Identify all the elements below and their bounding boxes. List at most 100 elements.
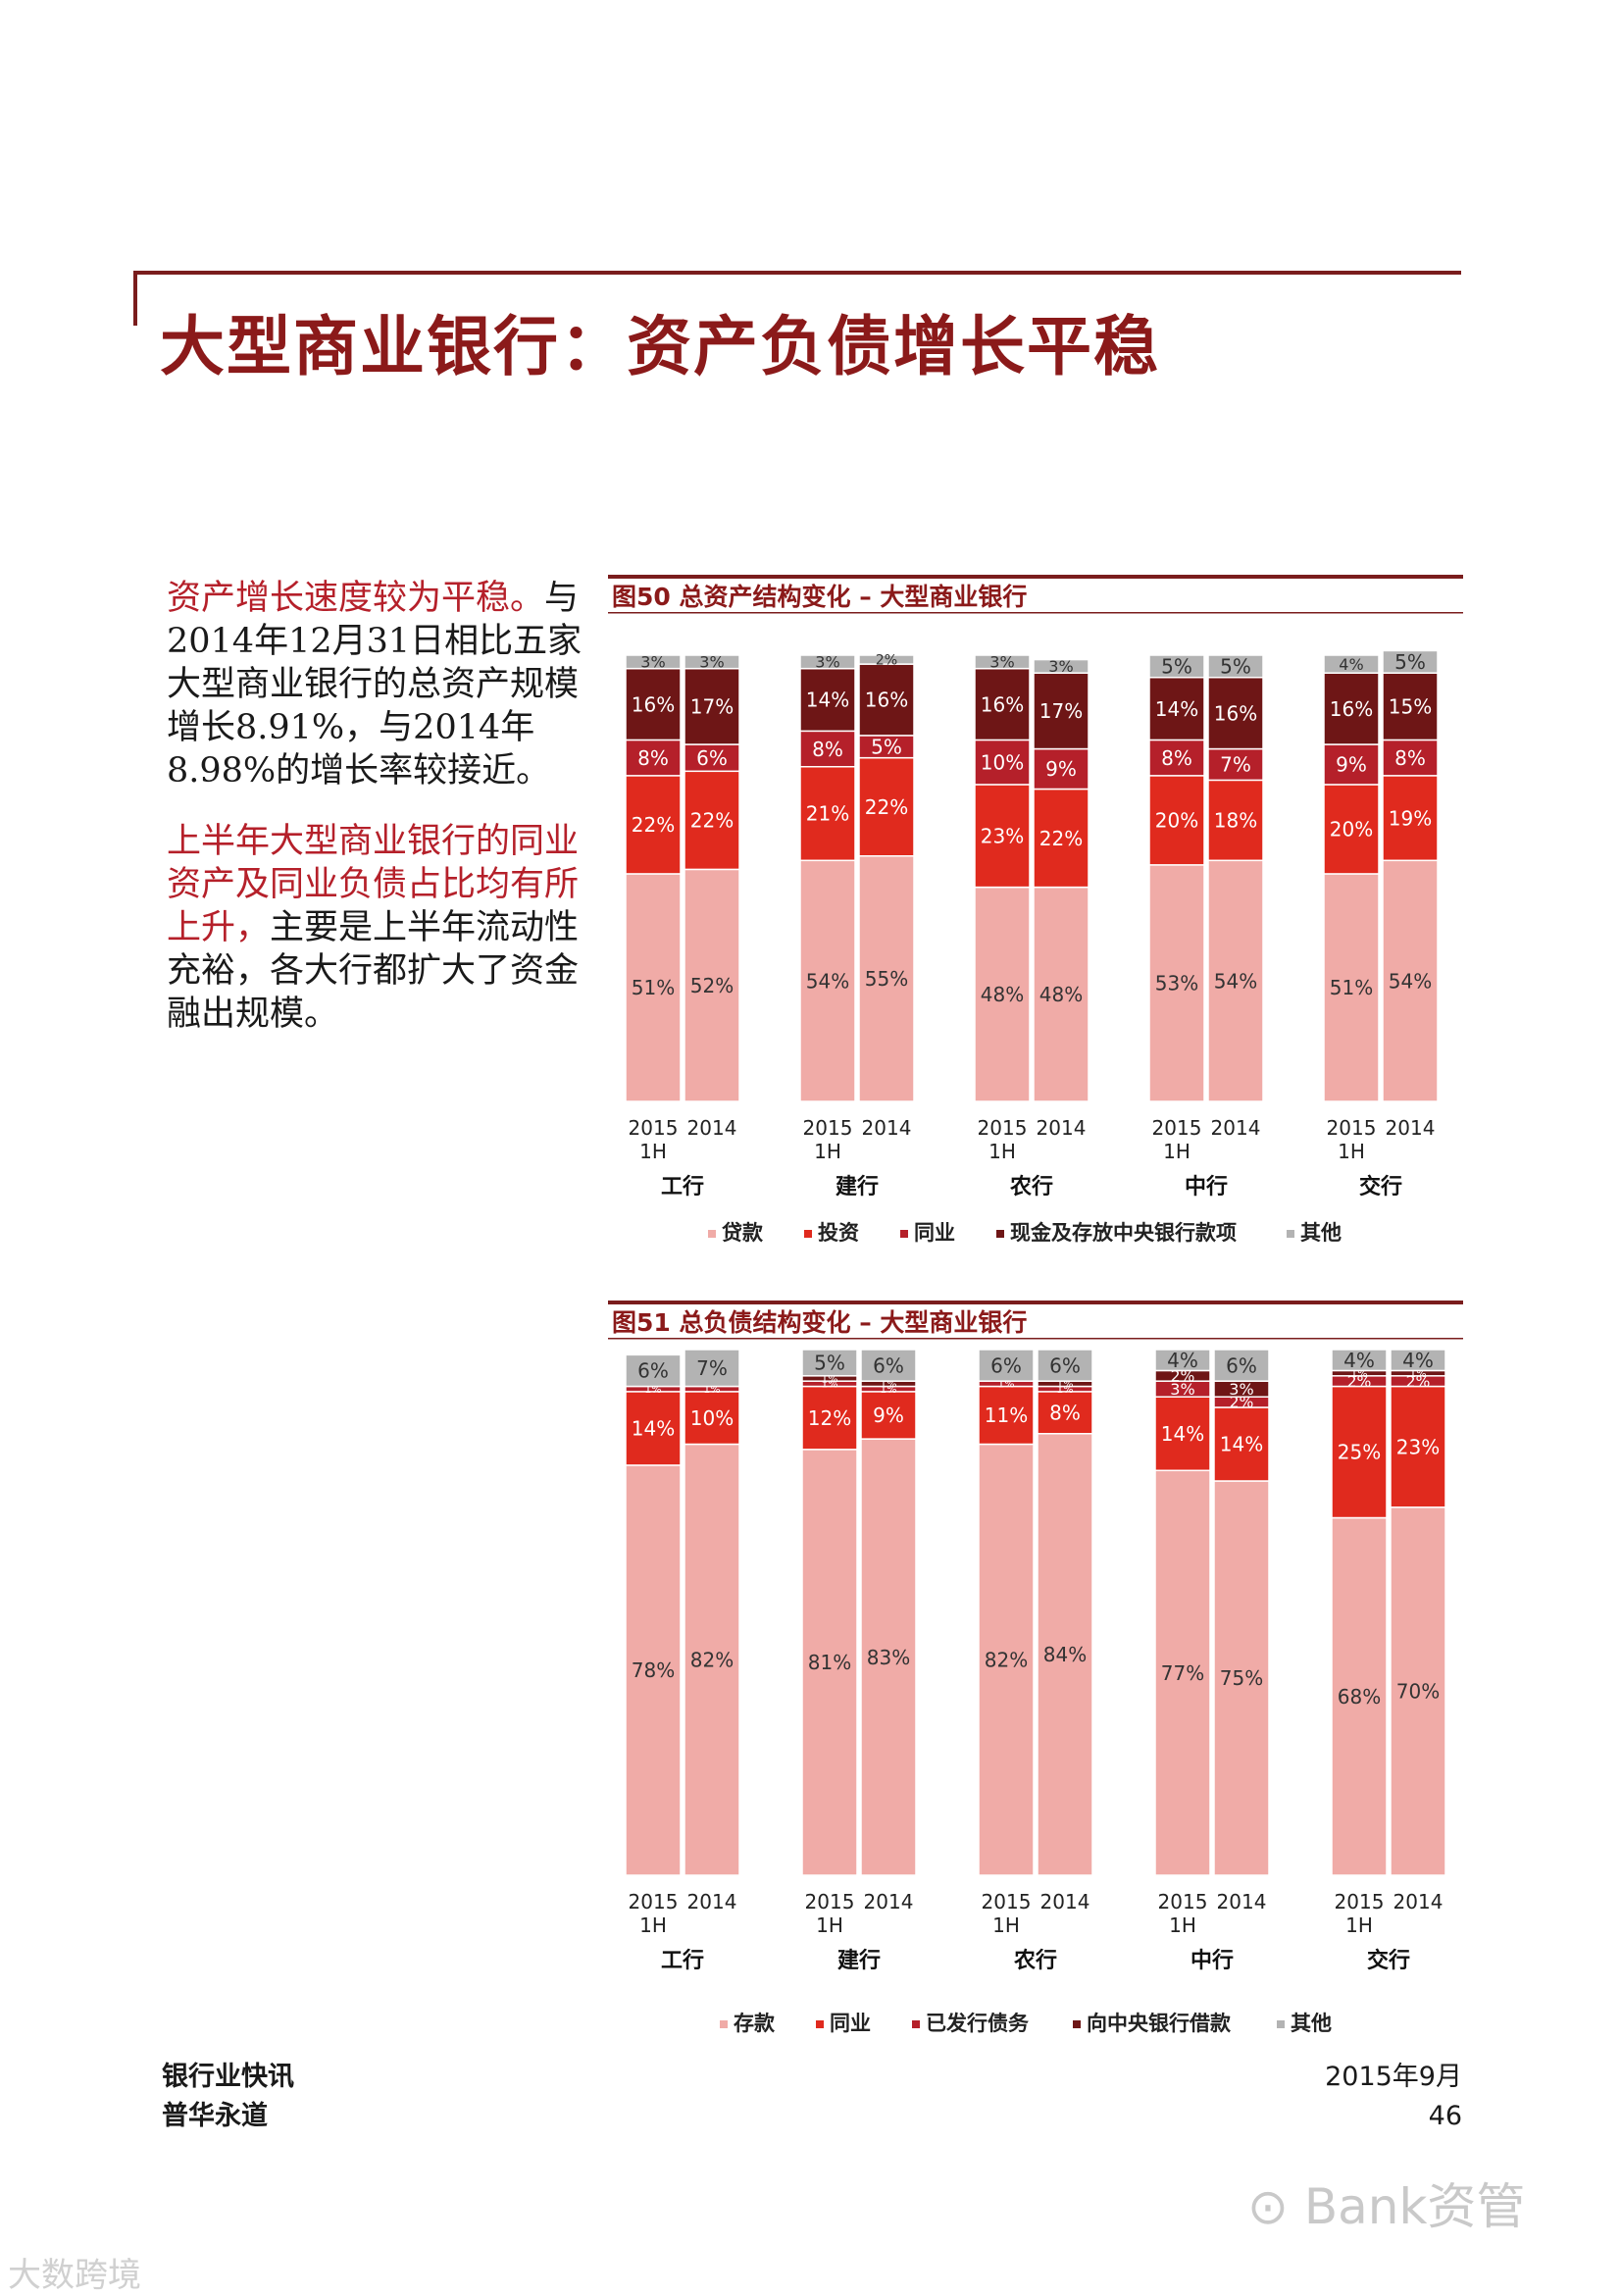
- x-tick-label: 2014: [687, 1890, 737, 1913]
- legend-label-同业: 同业: [914, 1221, 955, 1245]
- legend-label-存款: 存款: [734, 2012, 776, 2035]
- side-paragraph-2-body: 主要是上半年流动性充裕，各大行都扩大了资金融出规模。: [167, 908, 580, 1034]
- data-label: 6%: [990, 1353, 1022, 1377]
- legend-label-贷款: 贷款: [722, 1221, 764, 1245]
- bar-segment-同业-农行-2015-1h: [978, 1385, 1035, 1446]
- data-label: 54%: [806, 969, 849, 993]
- bar-segment-存款-中行-2015-1h: [1154, 1469, 1211, 1876]
- bank-group-label: 农行: [1013, 1948, 1057, 1973]
- x-tick-label: 1H: [988, 1140, 1016, 1163]
- data-label: 75%: [1220, 1666, 1263, 1690]
- bar-segment-投资-农行-2014: [1033, 788, 1089, 889]
- data-label: 17%: [1039, 699, 1083, 723]
- data-label: 16%: [632, 692, 675, 716]
- legend-swatch-同业: [816, 2020, 824, 2028]
- bar-segment-同业-交行-2015-1h: [1331, 1385, 1388, 1519]
- x-tick-label: 2014: [1037, 1116, 1087, 1140]
- bar-segment-投资-工行-2014: [684, 770, 740, 871]
- page-title: 大型商业银行：资产负债增长平稳: [160, 309, 1160, 384]
- legend-swatch-已发行债务: [912, 2020, 920, 2028]
- bar-segment-现金及存放中央银行款项-工行-2015-1h: [625, 667, 682, 741]
- footer-firm-name: 普华永道: [162, 2101, 268, 2131]
- liability-structure-chart: 图51 总负债结构变化 – 大型商业银行78%14%1%6%20151H82%1…: [608, 1301, 1463, 2035]
- bar-segment-同业-建行-2015-1h: [801, 1385, 858, 1451]
- bank-group-label: 建行: [836, 1174, 879, 1199]
- bar-segment-同业-工行-2015-1h: [625, 739, 682, 777]
- data-label: 4%: [1339, 655, 1363, 674]
- data-label: 23%: [981, 824, 1024, 847]
- bar-segment-其他-农行-2015-1h: [978, 1349, 1035, 1382]
- bar-segment-投资-建行-2015-1h: [799, 766, 856, 862]
- bar-segment-其他-农行-2014: [1037, 1349, 1093, 1382]
- legend-swatch-向中央银行借款: [1073, 2020, 1081, 2028]
- x-tick-label: 2015: [803, 1116, 853, 1140]
- data-label: 8%: [812, 738, 843, 761]
- bar-segment-其他-工行-2014: [684, 1349, 740, 1388]
- data-label: 8%: [1394, 746, 1426, 770]
- bar-segment-同业-农行-2015-1h: [974, 739, 1031, 786]
- chart-liabilities-top-rule: [608, 1301, 1463, 1304]
- bar-segment-同业-农行-2014: [1033, 747, 1089, 791]
- bar-segment-贷款-中行-2014: [1207, 859, 1264, 1102]
- data-label: 22%: [632, 813, 675, 837]
- legend-label-向中央银行借款: 向中央银行借款: [1087, 2012, 1232, 2035]
- x-tick-label: 2014: [1040, 1890, 1090, 1913]
- bar-segment-存款-交行-2015-1h: [1331, 1516, 1388, 1876]
- data-label: 52%: [690, 974, 734, 997]
- bar-segment-存款-农行-2014: [1037, 1433, 1093, 1876]
- data-label: 16%: [865, 689, 908, 712]
- x-tick-label: 1H: [816, 1913, 843, 1937]
- bank-group-label: 农行: [1009, 1174, 1053, 1199]
- data-label: 51%: [1330, 976, 1373, 999]
- bar-segment-存款-建行-2015-1h: [801, 1449, 858, 1876]
- bar-segment-其他-中行-2014: [1207, 654, 1264, 679]
- bar-segment-其他-交行-2014: [1390, 1349, 1446, 1372]
- data-label: 14%: [806, 689, 849, 712]
- bar-segment-贷款-建行-2014: [858, 855, 915, 1102]
- data-label: 9%: [1336, 753, 1367, 777]
- data-label: 22%: [865, 795, 908, 819]
- data-label: 21%: [806, 802, 849, 826]
- footer-date: 2015年9月: [1325, 2062, 1462, 2092]
- legend-label-其他: 其他: [1291, 2012, 1332, 2035]
- data-label: 11%: [985, 1403, 1028, 1427]
- x-tick-label: 2015: [629, 1116, 679, 1140]
- data-label: 2%: [876, 653, 898, 669]
- data-label: 8%: [1049, 1402, 1081, 1425]
- data-label: 3%: [1170, 1380, 1194, 1399]
- data-label: 19%: [1389, 806, 1432, 830]
- data-label: 51%: [632, 976, 675, 999]
- data-label: 84%: [1043, 1643, 1087, 1666]
- bar-segment-现金及存放中央银行款项-交行-2015-1h: [1323, 672, 1380, 745]
- title-frame-tick: [133, 271, 137, 326]
- bar-segment-其他-建行-2014: [858, 654, 915, 665]
- x-tick-label: 1H: [639, 1913, 667, 1937]
- bar-segment-其他-交行-2015-1h: [1323, 654, 1380, 674]
- x-tick-label: 1H: [1169, 1913, 1196, 1937]
- data-label: 48%: [981, 983, 1024, 1006]
- bar-segment-其他-工行-2015-1h: [625, 654, 682, 670]
- data-label: 3%: [640, 653, 665, 672]
- x-tick-label: 1H: [1338, 1140, 1365, 1163]
- data-label: 4%: [1402, 1349, 1434, 1372]
- data-label: 3%: [1229, 1380, 1253, 1399]
- footer-meta: 2015年9月 46: [1325, 2058, 1462, 2136]
- data-label: 9%: [1045, 757, 1077, 781]
- bar-segment-同业-中行-2014: [1207, 747, 1264, 782]
- data-label: 6%: [637, 1359, 669, 1383]
- data-label: 14%: [1220, 1433, 1263, 1456]
- bar-segment-贷款-工行-2015-1h: [625, 873, 682, 1102]
- watermark-bank-text: Bank资管: [1303, 2178, 1526, 2235]
- data-label: 23%: [1396, 1435, 1440, 1458]
- data-label: 3%: [989, 653, 1014, 672]
- page-number: 46: [1428, 2101, 1462, 2131]
- data-label: 48%: [1039, 983, 1083, 1006]
- data-label: 70%: [1396, 1680, 1440, 1704]
- x-tick-label: 1H: [992, 1913, 1020, 1937]
- x-tick-label: 2014: [687, 1116, 737, 1140]
- bar-segment-其他-中行-2015-1h: [1154, 1349, 1211, 1372]
- legend-label-同业: 同业: [830, 2012, 871, 2035]
- side-paragraph-1: 资产增长速度较为平稳。与2014年12月31日相比五家大型商业银行的总资产规模增…: [167, 577, 598, 792]
- data-label: 4%: [1343, 1349, 1375, 1372]
- data-label: 82%: [690, 1648, 734, 1671]
